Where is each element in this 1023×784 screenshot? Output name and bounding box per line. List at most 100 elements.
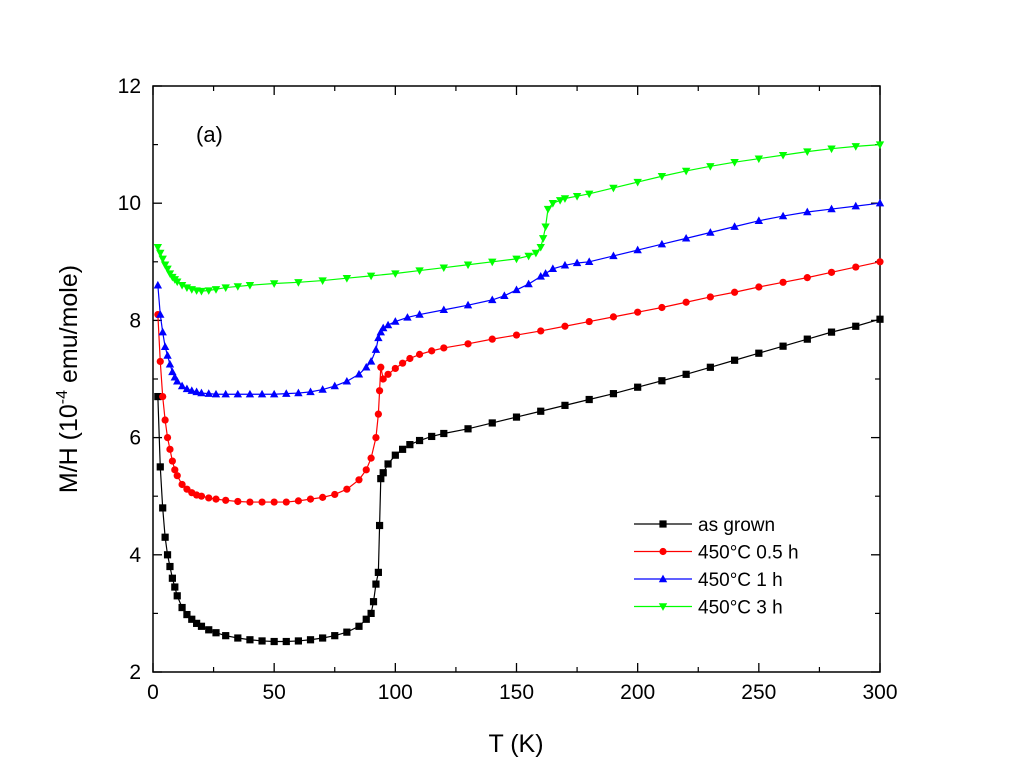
data-point — [803, 148, 812, 157]
data-point — [160, 342, 170, 350]
data-point — [658, 377, 666, 385]
data-point — [572, 258, 582, 267]
data-point — [234, 497, 242, 506]
data-point — [165, 359, 175, 368]
data-point — [153, 243, 163, 252]
data-point — [156, 249, 165, 258]
data-point — [560, 260, 570, 269]
data-point — [204, 287, 213, 295]
data-point — [318, 277, 327, 285]
data-point — [682, 370, 690, 378]
data-point — [188, 615, 196, 623]
data-point — [538, 235, 548, 243]
data-point — [657, 239, 667, 248]
legend-marker — [658, 603, 668, 611]
data-point — [706, 163, 715, 171]
data-point — [633, 245, 642, 254]
data-point — [221, 284, 230, 292]
data-point — [354, 369, 364, 378]
data-point — [197, 492, 206, 500]
data-point — [366, 272, 376, 281]
data-point — [166, 562, 174, 571]
data-point — [246, 498, 254, 506]
data-point — [156, 310, 165, 318]
data-point — [827, 145, 836, 154]
data-point — [173, 472, 181, 480]
data-point — [197, 622, 206, 630]
y-tick-label: 2 — [129, 661, 141, 684]
data-point — [706, 363, 714, 371]
data-point — [428, 432, 436, 441]
data-point — [876, 315, 884, 323]
data-point — [391, 364, 399, 373]
data-point — [163, 265, 172, 274]
data-point — [464, 425, 472, 433]
data-point — [163, 551, 172, 559]
data-point — [524, 279, 533, 288]
data-point — [153, 280, 163, 289]
data-point — [548, 264, 558, 273]
data-point — [343, 485, 351, 493]
data-point — [168, 367, 177, 376]
data-point — [464, 340, 472, 348]
data-point — [755, 283, 763, 291]
data-point — [440, 429, 448, 438]
data-point — [367, 609, 375, 617]
data-point — [406, 441, 414, 449]
data-point — [355, 622, 363, 630]
data-point — [803, 335, 811, 343]
data-point — [851, 201, 860, 210]
data-point — [234, 634, 242, 642]
data-point — [633, 178, 642, 187]
data-point — [374, 568, 382, 576]
data-point — [154, 392, 162, 401]
series-1 — [154, 258, 884, 506]
data-point — [779, 278, 787, 286]
data-point — [379, 375, 387, 383]
data-point — [204, 389, 213, 397]
legend-item: 450°C 0.5 h — [634, 543, 799, 564]
data-point — [306, 495, 315, 503]
data-point — [681, 167, 691, 176]
data-point — [282, 498, 290, 506]
data-point — [399, 445, 407, 453]
data-point — [173, 376, 182, 385]
data-point — [585, 190, 594, 199]
series-2 — [153, 198, 885, 398]
data-point — [331, 632, 339, 640]
data-point — [428, 347, 436, 355]
data-point — [294, 497, 302, 505]
x-tick-label: 200 — [620, 681, 655, 704]
y-axis-title-prefix: M/H (10 — [55, 404, 83, 493]
data-point — [294, 637, 302, 645]
data-point — [269, 280, 279, 288]
data-point — [561, 401, 569, 409]
data-point — [706, 293, 714, 301]
data-point — [159, 392, 167, 401]
data-point — [827, 204, 836, 213]
data-point — [572, 192, 582, 201]
data-point — [375, 387, 384, 395]
data-point — [488, 335, 496, 343]
x-tick-label: 250 — [741, 681, 776, 704]
legend-item: as grown — [634, 515, 775, 536]
x-tick-label: 150 — [499, 681, 534, 704]
data-point — [415, 310, 424, 318]
legend-marker — [658, 574, 668, 583]
data-point — [609, 390, 618, 398]
data-point — [355, 476, 363, 484]
data-point — [383, 320, 393, 329]
data-point — [257, 389, 267, 398]
data-point — [371, 345, 381, 353]
data-point — [178, 480, 186, 489]
data-point — [377, 363, 385, 371]
data-point — [609, 251, 618, 260]
series-line — [157, 261, 881, 503]
data-point — [730, 222, 739, 230]
y-tick-label: 4 — [129, 544, 141, 567]
data-point — [609, 313, 618, 321]
data-point — [875, 198, 885, 207]
data-point — [245, 389, 255, 398]
data-point — [319, 634, 327, 642]
